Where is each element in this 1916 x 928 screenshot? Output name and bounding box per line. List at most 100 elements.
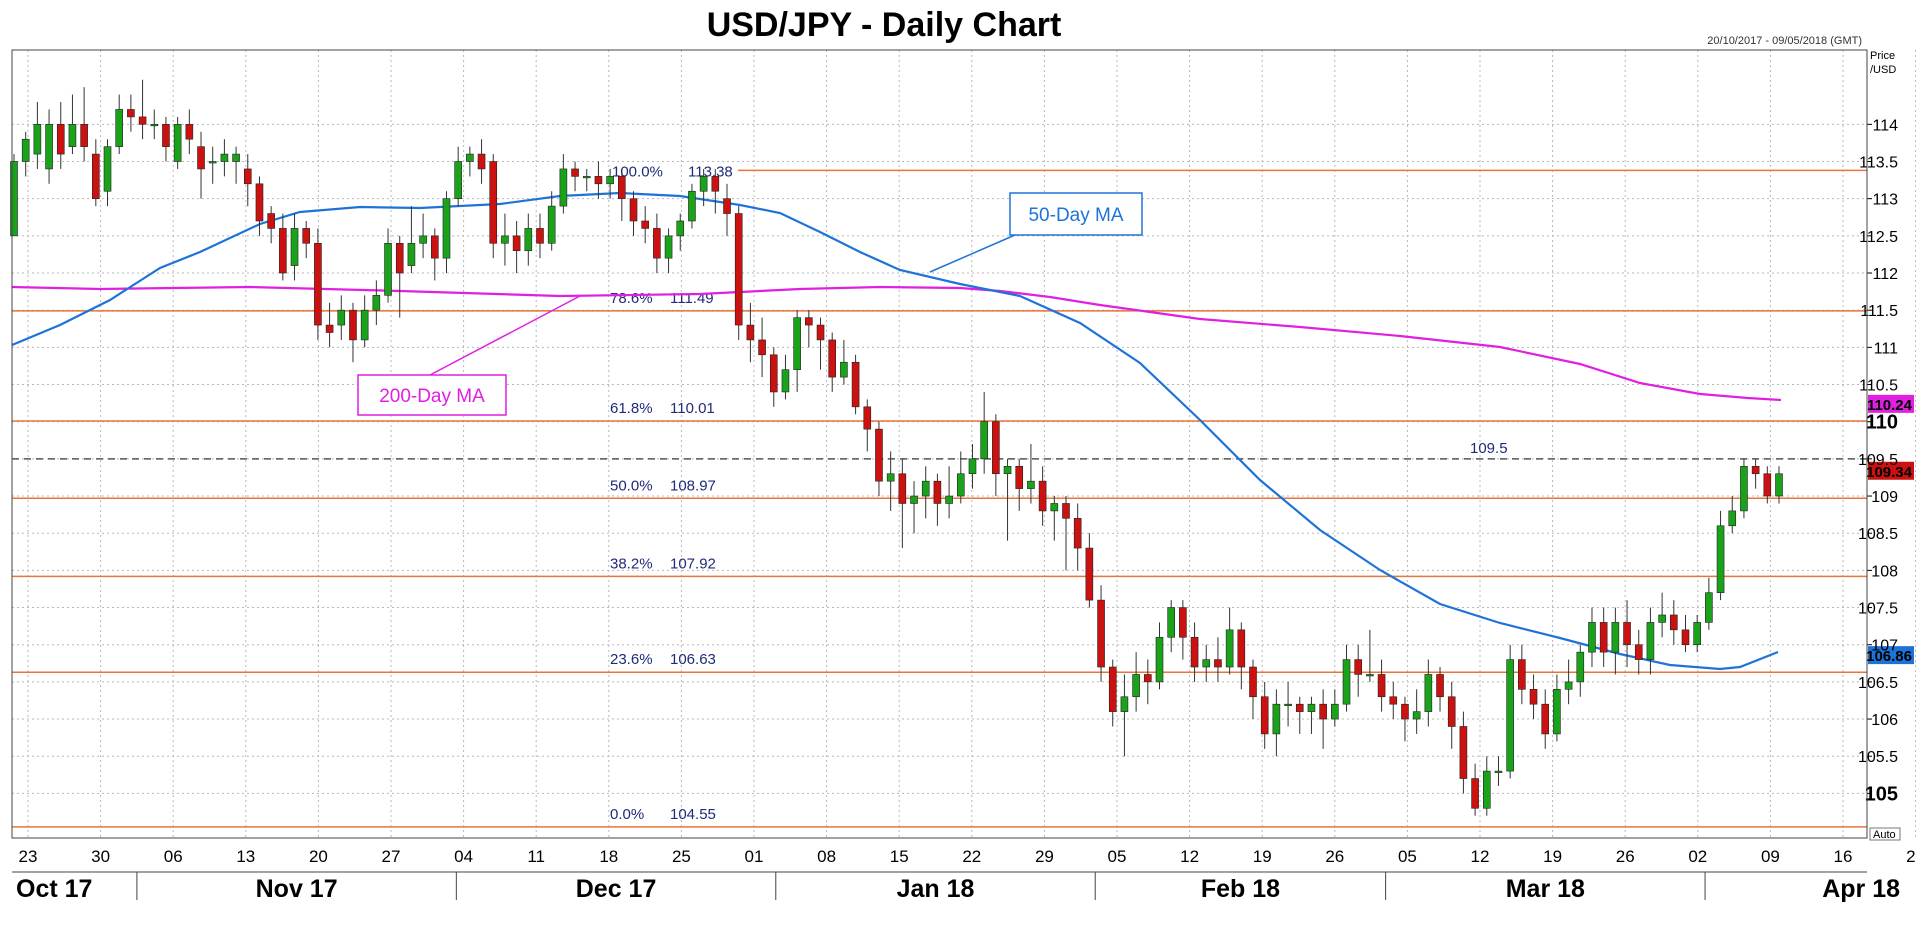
candle-up xyxy=(664,235,673,259)
candle-up xyxy=(559,168,568,207)
fib-percent-label: 61.8% xyxy=(610,400,653,417)
candle-up xyxy=(501,235,509,244)
candle-down xyxy=(349,309,357,341)
candle-down xyxy=(746,324,755,341)
candle-up xyxy=(1307,703,1316,712)
month-label: Dec 17 xyxy=(576,875,657,903)
price-tick-label: 111 xyxy=(1874,340,1898,357)
candle-up xyxy=(1424,674,1433,712)
candle-down xyxy=(314,242,322,326)
price-last-value-box xyxy=(1868,461,1914,480)
candle-up xyxy=(1202,659,1211,668)
price-tick-label: 107.5 xyxy=(1858,601,1898,618)
date-tick-label: 20 xyxy=(309,847,328,866)
date-tick-label: 08 xyxy=(817,847,836,866)
fib-percent-label: 38.2% xyxy=(610,555,653,572)
ma200-line xyxy=(11,285,1782,402)
candle-down xyxy=(1062,503,1070,519)
month-label: Jan 18 xyxy=(897,875,975,903)
price-axis-label-usd: /USD xyxy=(1870,64,1896,76)
axis-layer: 105 105.5 106 106.5 107 107.5 108 108.5 109 109.5… xyxy=(12,117,1916,903)
candle-up xyxy=(1366,674,1374,677)
date-tick-label: 01 xyxy=(745,847,764,866)
date-tick-label: 29 xyxy=(1035,847,1054,866)
candle-up xyxy=(956,473,965,497)
candle-down xyxy=(1179,607,1187,638)
candle-up xyxy=(524,228,533,252)
date-tick-label: 12 xyxy=(1180,847,1199,866)
candle-down xyxy=(1459,726,1468,779)
price-tick-label: 106 xyxy=(1871,712,1898,729)
ma200-callout-line xyxy=(429,295,581,376)
candle-up xyxy=(1705,592,1713,623)
date-tick-label: 13 xyxy=(236,847,255,866)
auto-box xyxy=(1869,827,1901,841)
date-tick-label: 15 xyxy=(890,847,909,866)
date-tick-label: 12 xyxy=(1471,847,1490,866)
candle-up xyxy=(442,198,451,259)
candle-up xyxy=(372,295,381,311)
candle-down xyxy=(992,421,1000,475)
candle-down xyxy=(618,176,626,199)
candle-down xyxy=(629,198,638,222)
candle-down xyxy=(1471,778,1479,809)
candle-down xyxy=(898,473,907,504)
candle-down xyxy=(1249,666,1257,698)
candle-down xyxy=(1144,674,1152,683)
candle-up xyxy=(910,495,918,504)
resistance-label: 109.5 xyxy=(1470,440,1508,457)
candle-up xyxy=(173,124,182,162)
candle-down xyxy=(325,324,334,333)
candle-down xyxy=(255,183,264,222)
candle-up xyxy=(1658,614,1666,623)
candle-down xyxy=(594,176,603,185)
date-tick-label: 30 xyxy=(91,847,110,866)
candle-down xyxy=(851,361,860,408)
date-tick-label: 23 xyxy=(1906,847,1916,866)
candle-up xyxy=(115,109,123,147)
candle-down xyxy=(92,153,100,199)
price-tick-label: 114 xyxy=(1872,117,1898,134)
candle-down xyxy=(1073,518,1082,549)
candle-up xyxy=(1564,681,1573,690)
month-label: Nov 17 xyxy=(256,875,338,903)
candle-down xyxy=(1038,480,1047,512)
ma50-line xyxy=(11,191,1779,671)
candle-down xyxy=(1529,689,1538,705)
candle-down xyxy=(1354,659,1363,675)
candle-up xyxy=(1506,659,1514,772)
date-tick-label: 11 xyxy=(527,847,545,866)
candle-up xyxy=(45,124,53,170)
candle-up xyxy=(1482,770,1491,809)
candle-down xyxy=(769,354,778,393)
chart-title: USD/JPY - Daily Chart xyxy=(707,6,1062,44)
fib-value-label: 106.63 xyxy=(670,651,716,668)
date-tick-label: 05 xyxy=(1108,847,1127,866)
fib-value-label: 111.49 xyxy=(670,290,714,307)
candle-down xyxy=(1751,466,1760,475)
candle-down xyxy=(536,228,544,244)
ma200-callout-box xyxy=(357,374,507,416)
date-tick-label: 19 xyxy=(1253,847,1272,866)
price-tick-label: 109.5 xyxy=(1858,452,1898,469)
date-tick-label: 19 xyxy=(1543,847,1562,866)
candle-down xyxy=(816,324,825,341)
candle-up xyxy=(1740,466,1748,512)
candle-up xyxy=(606,176,614,185)
price-tick-label: 107 xyxy=(1871,638,1898,655)
candle-up xyxy=(466,153,474,162)
candle-up xyxy=(1225,629,1234,668)
candle-up xyxy=(103,146,112,192)
candle-up xyxy=(1494,770,1503,773)
candle-down xyxy=(1097,599,1105,668)
candle-up xyxy=(1693,622,1701,646)
candle-down xyxy=(1670,614,1678,631)
candle-down xyxy=(395,242,404,274)
candle-up xyxy=(1132,674,1140,698)
price-tick-label: 109 xyxy=(1871,489,1898,506)
month-label: Mar 18 xyxy=(1506,875,1585,903)
price-tick-label: 105.5 xyxy=(1858,749,1898,766)
candle-down xyxy=(828,339,837,378)
fib-value-label: 110.01 xyxy=(670,400,715,417)
candle-down xyxy=(1389,696,1398,705)
